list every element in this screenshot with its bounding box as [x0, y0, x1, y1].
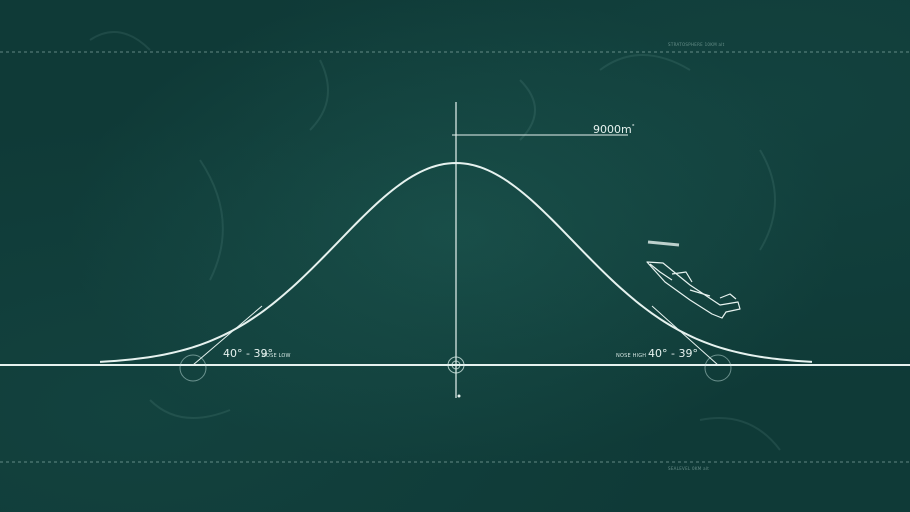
altitude-value: 9000m — [593, 123, 632, 136]
right-angle-circle — [704, 354, 732, 382]
crosshair-icon — [447, 356, 465, 374]
left-tangent-line — [192, 305, 263, 366]
bottom-reference-label: SEALEVEL 0KM alt — [668, 466, 710, 471]
right-angle-label: 40° - 39° — [648, 347, 698, 360]
jet-aircraft-icon — [646, 240, 741, 319]
right-tangent-line — [651, 305, 719, 366]
peak-altitude-label: 9000m° — [593, 123, 635, 136]
top-reference-label: STRATOSPHERE 10KM alt — [668, 42, 725, 47]
left-angle-circle — [179, 354, 207, 382]
left-angle-note: NOSE LOW — [262, 353, 291, 359]
chalk-smudges — [89, 31, 781, 451]
left-angle-label: 40° - 39° — [223, 347, 273, 360]
flight-curve — [99, 161, 813, 363]
axis-end-dot — [457, 394, 461, 398]
right-angle-note: NOSE HIGH — [616, 353, 647, 359]
altitude-degree-mark: ° — [631, 123, 635, 131]
